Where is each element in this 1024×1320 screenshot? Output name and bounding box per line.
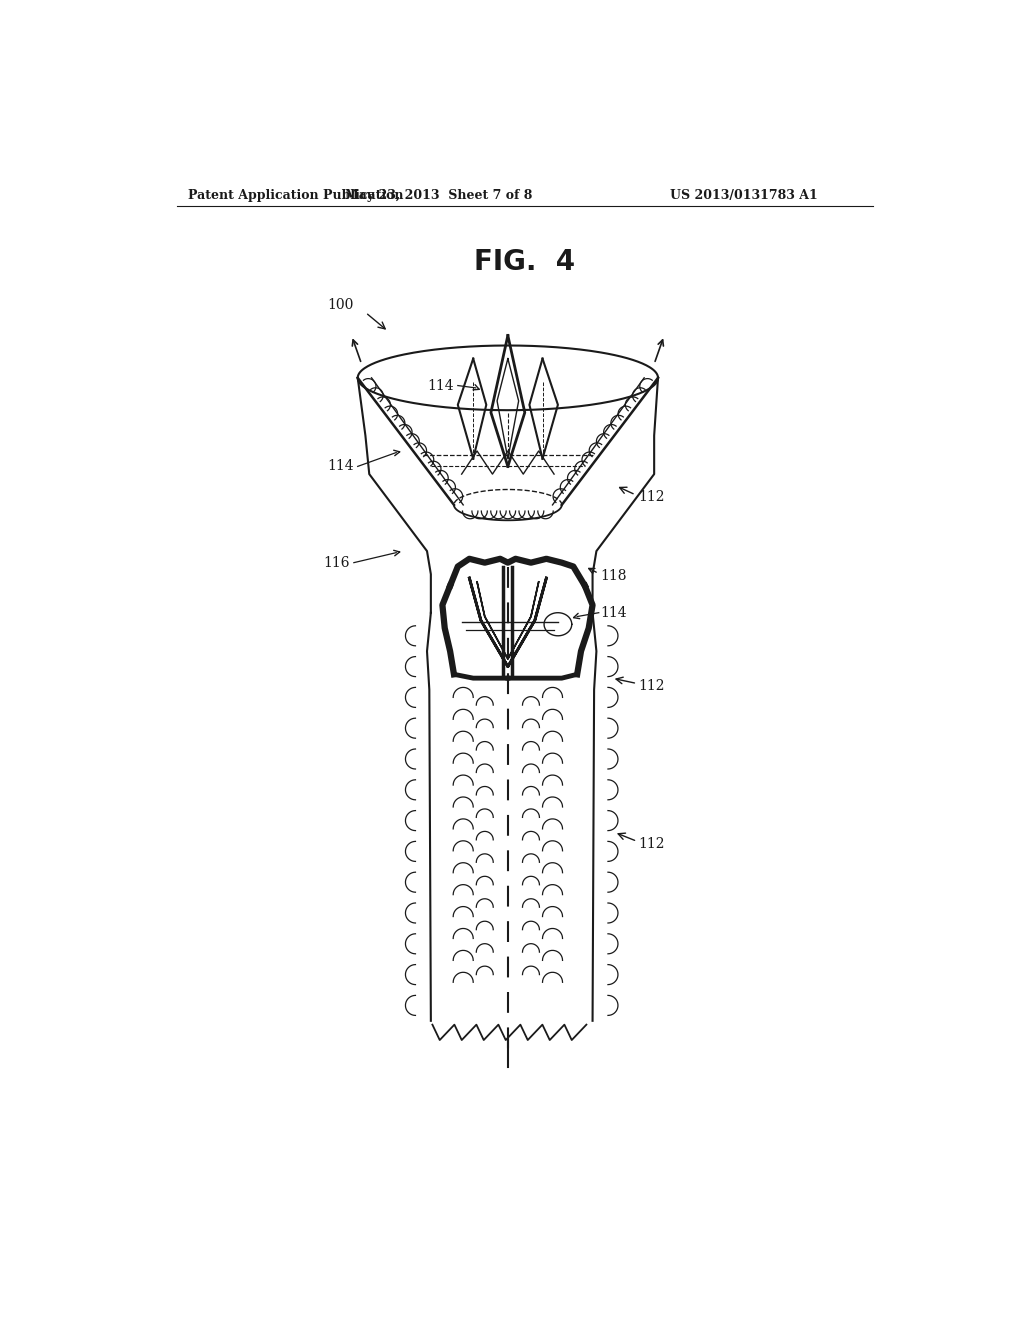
Text: 100: 100: [328, 298, 354, 312]
Text: 112: 112: [639, 837, 666, 850]
Text: 116: 116: [324, 556, 350, 570]
Text: 118: 118: [600, 569, 627, 582]
Text: 114: 114: [328, 459, 354, 474]
Text: 112: 112: [639, 490, 666, 504]
Text: Patent Application Publication: Patent Application Publication: [188, 189, 403, 202]
Text: May 23, 2013  Sheet 7 of 8: May 23, 2013 Sheet 7 of 8: [345, 189, 532, 202]
Text: 112: 112: [639, 678, 666, 693]
Text: 114: 114: [427, 379, 454, 392]
Text: 114: 114: [600, 606, 627, 619]
Text: US 2013/0131783 A1: US 2013/0131783 A1: [670, 189, 817, 202]
Text: FIG.  4: FIG. 4: [474, 248, 575, 276]
